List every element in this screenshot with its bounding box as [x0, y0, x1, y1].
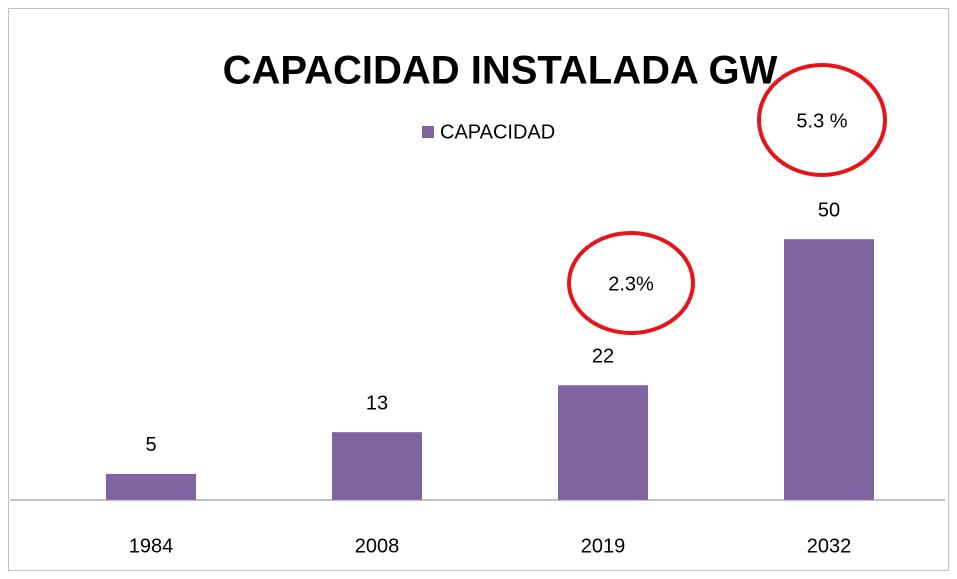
- x-tick-label: 2008: [355, 535, 400, 557]
- annotation: 5.3 %: [796, 110, 847, 132]
- value-label: 5: [145, 434, 156, 456]
- bar: [784, 239, 874, 500]
- value-label: 22: [592, 346, 614, 368]
- legend-label: CAPACIDAD: [440, 121, 555, 143]
- value-label: 50: [818, 199, 840, 221]
- legend-swatch: [422, 126, 434, 138]
- value-label: 13: [366, 392, 388, 414]
- x-tick-label: 2019: [581, 535, 626, 557]
- annotation-circle: [567, 231, 695, 335]
- annotation-circle: [757, 63, 887, 177]
- chart-title: CAPACIDAD INSTALADA GW: [223, 49, 778, 93]
- x-tick-label: 2032: [807, 535, 852, 557]
- bar: [106, 473, 196, 500]
- bar: [332, 432, 422, 500]
- x-tick-label: 1984: [129, 535, 174, 557]
- annotation: 2.3%: [608, 273, 654, 295]
- bar: [558, 385, 648, 500]
